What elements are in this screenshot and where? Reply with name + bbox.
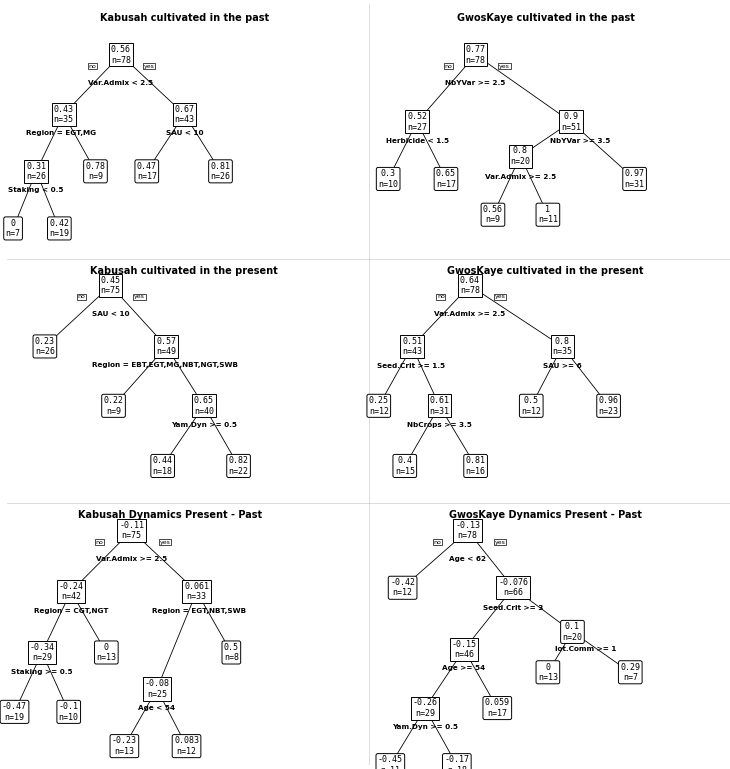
Text: -0.08
n=25: -0.08 n=25 bbox=[145, 679, 169, 699]
Text: Var.Admix >= 2.5: Var.Admix >= 2.5 bbox=[96, 556, 167, 562]
Text: Kabusah cultivated in the past: Kabusah cultivated in the past bbox=[100, 13, 269, 23]
Text: NbYVar >= 2.5: NbYVar >= 2.5 bbox=[445, 80, 506, 86]
Text: Staking >= 0.5: Staking >= 0.5 bbox=[11, 669, 73, 675]
Text: 0.82
n=22: 0.82 n=22 bbox=[228, 456, 248, 476]
Text: 0.56
n=9: 0.56 n=9 bbox=[483, 205, 503, 225]
Text: no: no bbox=[434, 540, 441, 544]
Text: Region = EGT,MG: Region = EGT,MG bbox=[26, 130, 96, 136]
Text: Kabusah Dynamics Present - Past: Kabusah Dynamics Present - Past bbox=[78, 510, 262, 520]
Text: SAU >= 6: SAU >= 6 bbox=[543, 363, 582, 369]
Text: -0.42
n=12: -0.42 n=12 bbox=[390, 578, 415, 598]
Text: GwosKaye cultivated in the past: GwosKaye cultivated in the past bbox=[457, 13, 634, 23]
Text: 0.81
n=16: 0.81 n=16 bbox=[466, 456, 485, 476]
Text: -0.26
n=29: -0.26 n=29 bbox=[412, 698, 437, 717]
Text: Yam.Dyn >= 0.5: Yam.Dyn >= 0.5 bbox=[171, 422, 237, 428]
Text: -0.076
n=66: -0.076 n=66 bbox=[498, 578, 529, 598]
Text: 0.65
n=40: 0.65 n=40 bbox=[194, 396, 214, 415]
Text: 0.56
n=78: 0.56 n=78 bbox=[111, 45, 131, 65]
Text: 0.3
n=10: 0.3 n=10 bbox=[378, 169, 398, 188]
Text: 0.4
n=15: 0.4 n=15 bbox=[395, 456, 415, 476]
Text: -0.24
n=42: -0.24 n=42 bbox=[58, 582, 83, 601]
Text: 0.61
n=31: 0.61 n=31 bbox=[429, 396, 450, 415]
Text: Yam.Dyn >= 0.5: Yam.Dyn >= 0.5 bbox=[392, 724, 458, 730]
Text: lot.Comm >= 1: lot.Comm >= 1 bbox=[555, 647, 616, 652]
Text: 0.059
n=17: 0.059 n=17 bbox=[485, 698, 510, 717]
Text: GwosKaye Dynamics Present - Past: GwosKaye Dynamics Present - Past bbox=[449, 510, 642, 520]
Text: Herbicide < 1.5: Herbicide < 1.5 bbox=[385, 138, 449, 144]
Text: 0.29
n=7: 0.29 n=7 bbox=[620, 663, 640, 682]
Text: 0.25
n=12: 0.25 n=12 bbox=[369, 396, 389, 415]
Text: yes: yes bbox=[134, 295, 145, 299]
Text: 0.23
n=26: 0.23 n=26 bbox=[35, 337, 55, 356]
Text: Age >= 54: Age >= 54 bbox=[442, 665, 485, 671]
Text: -0.47
n=19: -0.47 n=19 bbox=[2, 702, 27, 721]
Text: Kabusah cultivated in the present: Kabusah cultivated in the present bbox=[91, 267, 278, 277]
Text: 0.9
n=51: 0.9 n=51 bbox=[561, 112, 581, 131]
Text: yes: yes bbox=[495, 295, 506, 299]
Text: -0.1
n=10: -0.1 n=10 bbox=[58, 702, 79, 721]
Text: 0.083
n=12: 0.083 n=12 bbox=[174, 737, 199, 756]
Text: 0.8
n=35: 0.8 n=35 bbox=[553, 337, 572, 356]
Text: 0.5
n=8: 0.5 n=8 bbox=[224, 643, 239, 662]
Text: -0.13
n=78: -0.13 n=78 bbox=[456, 521, 480, 541]
Text: 0.061
n=33: 0.061 n=33 bbox=[184, 582, 210, 601]
Text: 0
n=13: 0 n=13 bbox=[96, 643, 116, 662]
Text: -0.45
n=11: -0.45 n=11 bbox=[378, 755, 403, 769]
Text: Var.Admix >= 2.5: Var.Admix >= 2.5 bbox=[434, 311, 505, 317]
Text: no: no bbox=[445, 64, 452, 68]
Text: no: no bbox=[88, 64, 96, 68]
Text: SAU < 10: SAU < 10 bbox=[166, 130, 203, 136]
Text: 0.22
n=9: 0.22 n=9 bbox=[104, 396, 123, 415]
Text: no: no bbox=[78, 295, 85, 299]
Text: 0.8
n=20: 0.8 n=20 bbox=[510, 146, 531, 166]
Text: 0.51
n=43: 0.51 n=43 bbox=[402, 337, 422, 356]
Text: 0.1
n=20: 0.1 n=20 bbox=[562, 622, 583, 641]
Text: 0.52
n=27: 0.52 n=27 bbox=[407, 112, 427, 131]
Text: 0.44
n=18: 0.44 n=18 bbox=[153, 456, 173, 476]
Text: 0.45
n=75: 0.45 n=75 bbox=[101, 276, 120, 295]
Text: 0.43
n=35: 0.43 n=35 bbox=[54, 105, 74, 124]
Text: Age < 62: Age < 62 bbox=[449, 556, 486, 562]
Text: Seed.Crit >= 1.5: Seed.Crit >= 1.5 bbox=[377, 363, 445, 369]
Text: Region = EGT,NBT,SWB: Region = EGT,NBT,SWB bbox=[152, 608, 246, 614]
Text: 0.96
n=23: 0.96 n=23 bbox=[599, 396, 618, 415]
Text: yes: yes bbox=[495, 540, 506, 544]
Text: 0.5
n=12: 0.5 n=12 bbox=[521, 396, 541, 415]
Text: yes: yes bbox=[499, 64, 510, 68]
Text: no: no bbox=[96, 540, 104, 544]
Text: 0
n=7: 0 n=7 bbox=[6, 218, 20, 238]
Text: 0.97
n=31: 0.97 n=31 bbox=[625, 169, 645, 188]
Text: 1
n=11: 1 n=11 bbox=[538, 205, 558, 225]
Text: Var.Admix >= 2.5: Var.Admix >= 2.5 bbox=[485, 174, 556, 180]
Text: -0.15
n=46: -0.15 n=46 bbox=[452, 640, 477, 659]
Text: SAU < 10: SAU < 10 bbox=[92, 311, 129, 317]
Text: 0.42
n=19: 0.42 n=19 bbox=[50, 218, 69, 238]
Text: 0.47
n=17: 0.47 n=17 bbox=[137, 161, 157, 181]
Text: 0.31
n=26: 0.31 n=26 bbox=[26, 161, 46, 181]
Text: 0.64
n=78: 0.64 n=78 bbox=[460, 276, 480, 295]
Text: Var.Admix < 2.5: Var.Admix < 2.5 bbox=[88, 80, 153, 86]
Text: -0.34
n=29: -0.34 n=29 bbox=[29, 643, 55, 662]
Text: -0.17
n=18: -0.17 n=18 bbox=[445, 755, 469, 769]
Text: NbYVar >= 3.5: NbYVar >= 3.5 bbox=[550, 138, 610, 144]
Text: yes: yes bbox=[144, 64, 154, 68]
Text: 0.78
n=9: 0.78 n=9 bbox=[85, 161, 105, 181]
Text: 0.77
n=78: 0.77 n=78 bbox=[466, 45, 485, 65]
Text: Region = EBT,EGT,MG,NBT,NGT,SWB: Region = EBT,EGT,MG,NBT,NGT,SWB bbox=[92, 362, 238, 368]
Text: 0.67
n=43: 0.67 n=43 bbox=[174, 105, 194, 124]
Text: NbCrops >= 3.5: NbCrops >= 3.5 bbox=[407, 422, 472, 428]
Text: GwosKaye cultivated in the present: GwosKaye cultivated in the present bbox=[447, 267, 644, 277]
Text: 0.81
n=26: 0.81 n=26 bbox=[210, 161, 231, 181]
Text: 0
n=13: 0 n=13 bbox=[538, 663, 558, 682]
Text: Staking < 0.5: Staking < 0.5 bbox=[9, 188, 64, 193]
Text: Region = CGT,NGT: Region = CGT,NGT bbox=[34, 608, 108, 614]
Text: yes: yes bbox=[159, 540, 170, 544]
Text: -0.11
n=75: -0.11 n=75 bbox=[119, 521, 144, 541]
Text: -0.23
n=13: -0.23 n=13 bbox=[112, 737, 137, 756]
Text: 0.65
n=17: 0.65 n=17 bbox=[436, 169, 456, 188]
Text: no: no bbox=[437, 295, 445, 299]
Text: Seed.Crit >= 3: Seed.Crit >= 3 bbox=[483, 604, 543, 611]
Text: 0.57
n=49: 0.57 n=49 bbox=[156, 337, 176, 356]
Text: Age < 54: Age < 54 bbox=[139, 705, 175, 711]
